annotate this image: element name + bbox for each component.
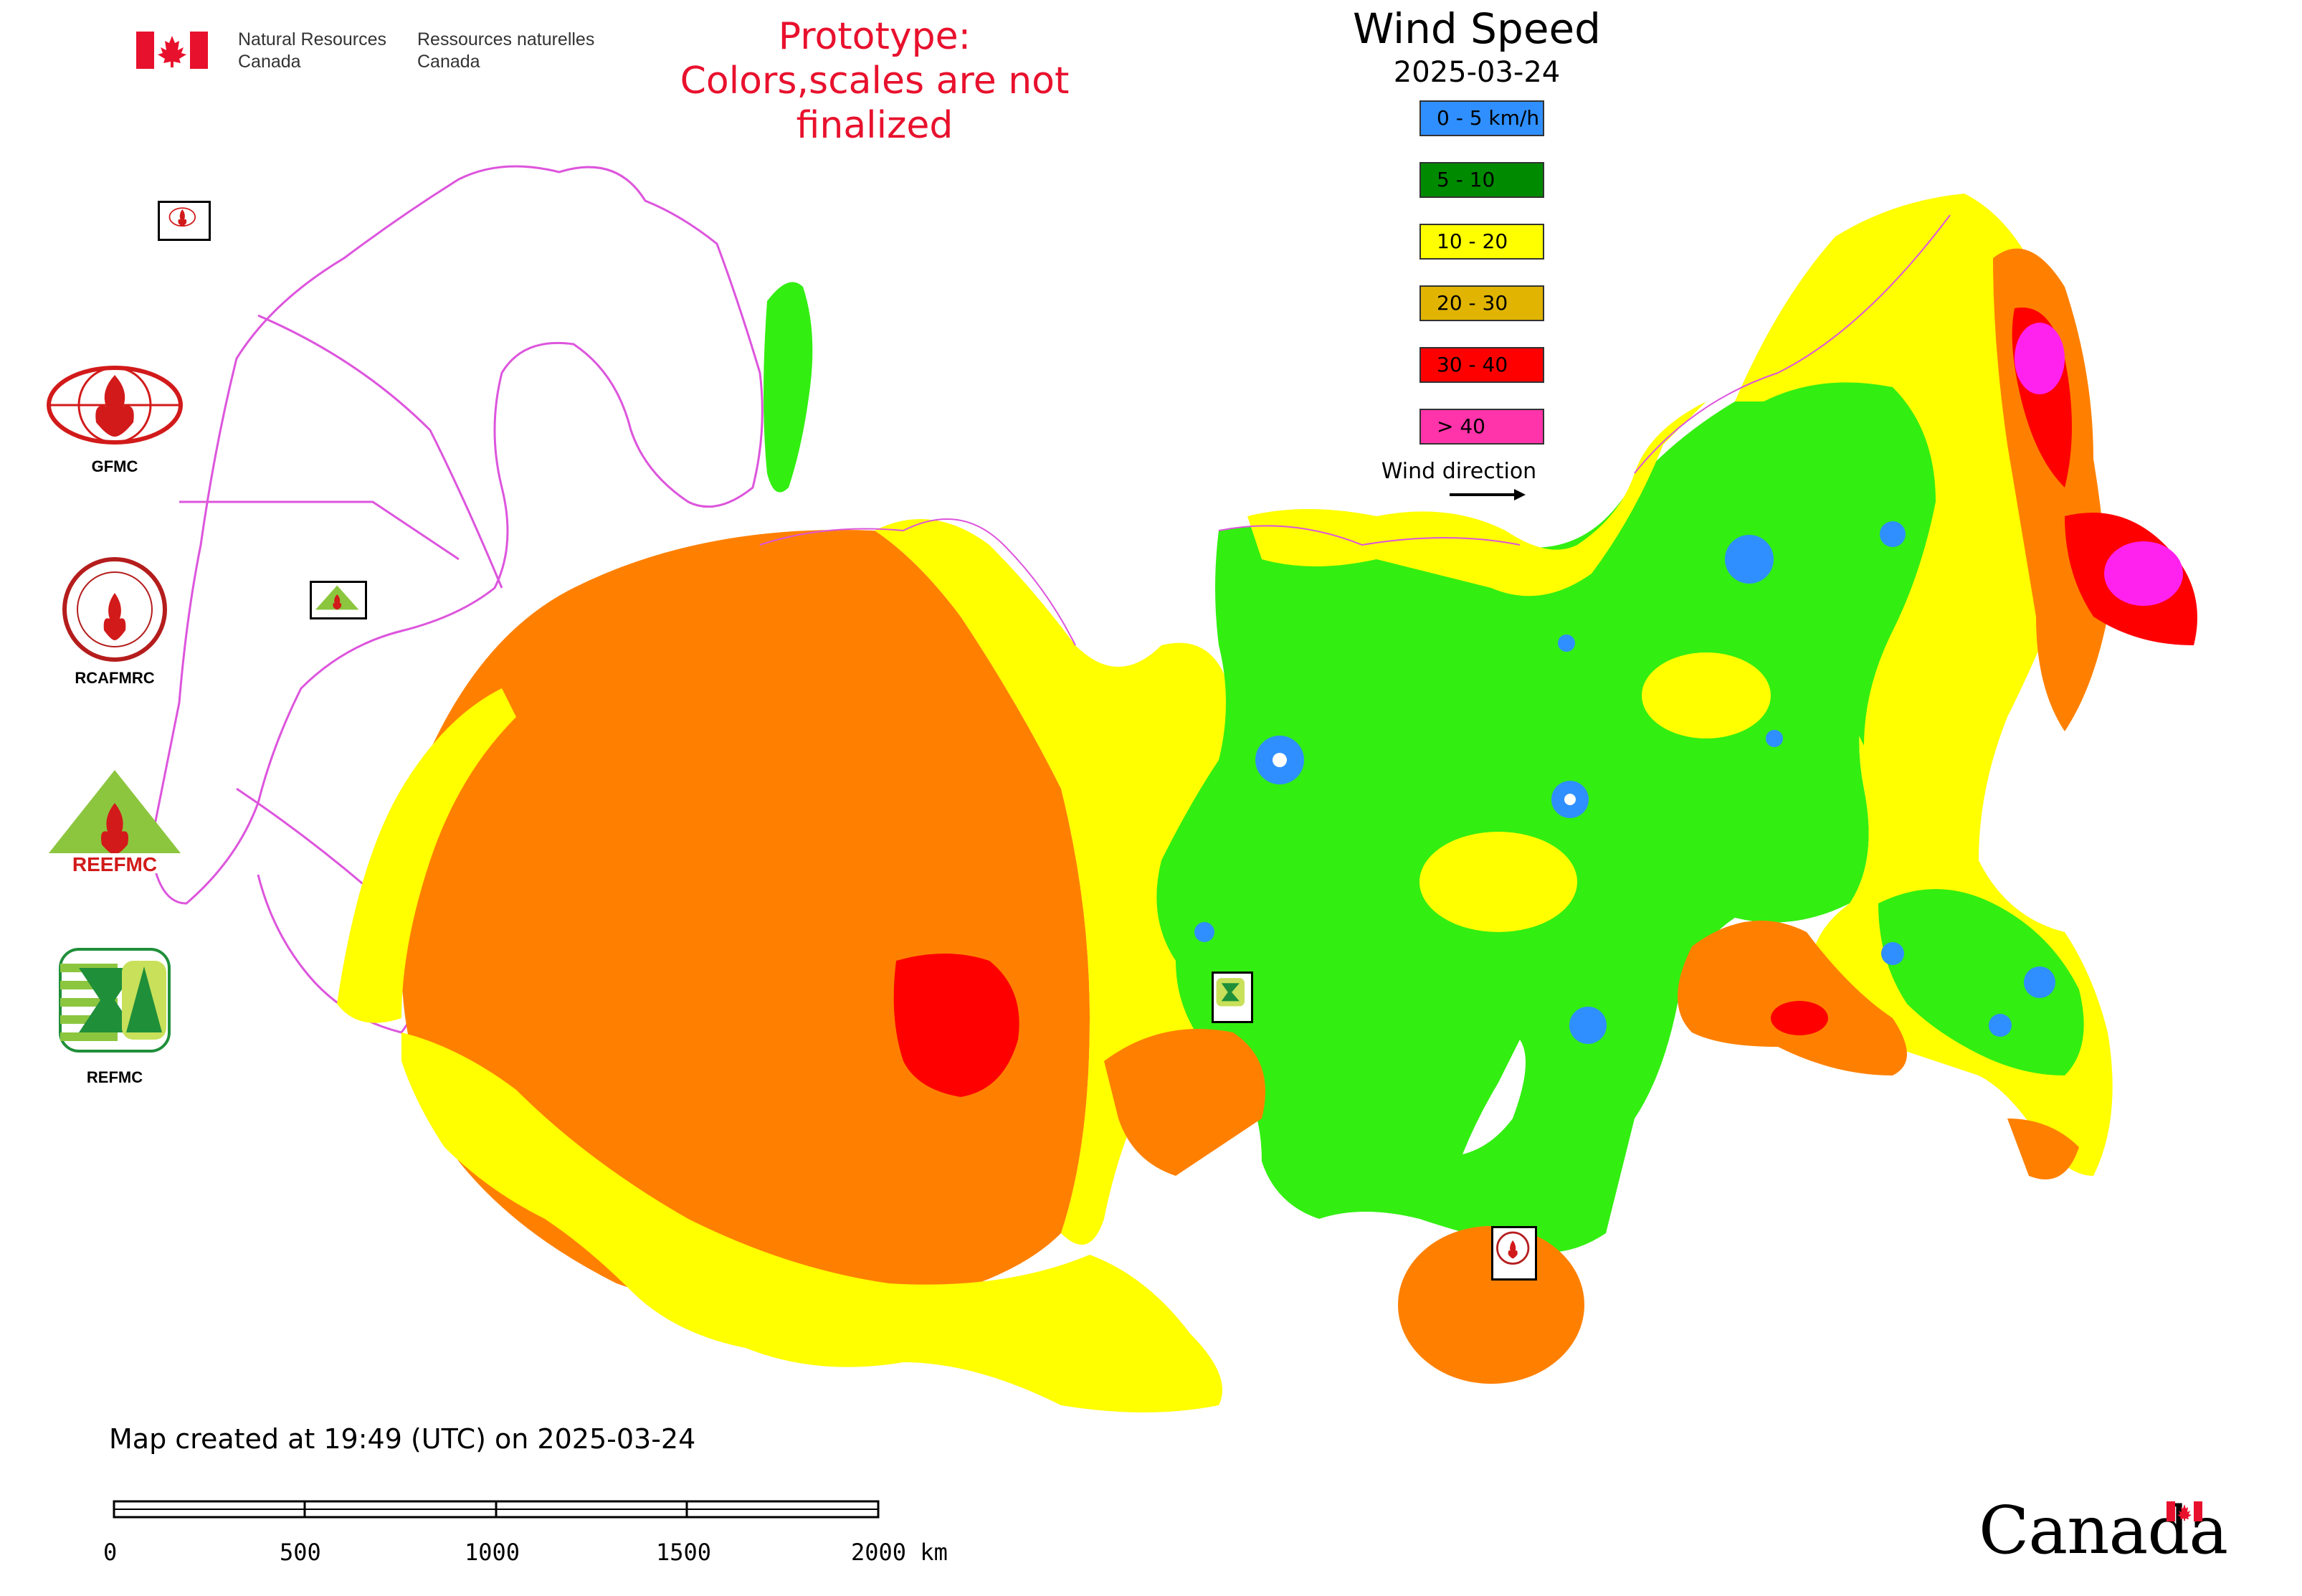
zone-red-kazakhstan [893,954,1019,1097]
marker-reefmc-icon[interactable] [310,581,367,619]
refmc-logo-icon [59,948,171,1053]
scale-tick-2000-km: 2000 km [851,1539,948,1566]
canada-wordmark: Canada [1979,1491,2228,1570]
agency-refmc-label: REFMC [86,1068,143,1086]
svg-text:REEFMC: REEFMC [72,853,157,875]
marker-refmc-sigma-icon [1216,978,1245,1007]
agency-rcafmrc: RCAFMRC [29,556,201,687]
legend-label-10-20: 10 - 20 [1437,229,1508,253]
zone-yellow-island-1 [1419,832,1577,932]
legend-swatch-30-40 [1419,347,1544,383]
zone-orange-altai [1104,1029,1265,1176]
legend-swatch-gt-40 [1419,409,1544,445]
prototype-notice: Prototype: Colors,scales are not finaliz… [680,15,1070,147]
wind-direction-label: Wind direction [1381,459,1537,484]
zone-orange-sakhalin-south [2007,1118,2079,1179]
legend-label-20-30: 20 - 30 [1437,291,1508,315]
gfmc-logo-icon [47,366,183,445]
scale-tick-500: 500 [280,1539,321,1566]
calm-spots-centers [1273,753,1576,805]
nrcan-signature: Natural Resources Canada Ressources natu… [136,29,602,79]
zone-magenta-kamchatka-1 [2015,323,2065,394]
legend-label-gt-40: > 40 [1437,414,1485,438]
rcafmrc-logo-icon [62,557,167,662]
zone-magenta-kamchatka-2 [2104,541,2183,606]
zone-green-primorye [1878,889,2084,1075]
zone-yellow-south [401,1032,1222,1412]
marker-gfmc-flame-icon [168,207,196,227]
agency-refmc: REFMC [29,946,201,1090]
marker-gfmc-icon[interactable] [158,201,211,241]
legend-swatch-10-20 [1419,224,1544,260]
agency-gfmc: GFMC [29,362,201,484]
reefmc-logo-icon: REEFMC [43,770,186,875]
canada-wordmark-text: Canada [1979,1492,2228,1569]
legend-date: 2025-03-24 [1393,56,1561,89]
legend-swatch-5-10 [1419,162,1544,198]
map-created-timestamp: Map created at 19:49 (UTC) on 2025-03-24 [109,1423,696,1455]
marker-refmc-icon[interactable] [1212,972,1253,1023]
zone-yellow-island-2 [1642,652,1771,738]
agency-reefmc: REEFMC [29,767,201,882]
lake-baikal [1462,1040,1526,1154]
legend-swatch-0-5 [1419,100,1544,136]
canada-flag-icon [136,32,208,69]
zone-orange-amur [1678,921,1907,1075]
legend: Wind Speed 2025-03-24 0 - 5 km/h 5 - 10 … [1290,0,1663,516]
legend-label-5-10: 5 - 10 [1437,168,1495,191]
agency-rcafmrc-label: RCAFMRC [75,669,155,687]
scale-tick-1500: 1500 [656,1539,712,1566]
scale-tick-0: 0 [103,1539,118,1566]
marker-rcafmrc-icon[interactable] [1491,1226,1537,1281]
legend-swatch-20-30 [1419,285,1544,321]
zone-green-far-east [1764,382,1936,746]
zone-green-scandinavia [764,282,813,493]
legend-label-0-5: 0 - 5 km/h [1437,106,1540,130]
zone-orange-west [401,530,1090,1314]
scale-bar-graphic [113,1500,880,1519]
zone-orange-mongolia [1398,1226,1584,1384]
north-coastline [759,214,1951,646]
wind-direction-arrow-icon [1450,489,1526,500]
scale-bar: 0 500 1000 1500 2000 km [100,1498,975,1570]
zone-yellow-north [1247,402,1706,597]
department-name-en: Natural Resources Canada [238,29,387,72]
legend-title: Wind Speed [1352,4,1602,53]
marker-rcafmrc-seal-icon [1496,1231,1530,1265]
zone-green-siberia [1156,387,1925,1253]
marker-reefmc-flame-icon [315,585,359,610]
agency-gfmc-label: GFMC [91,457,138,475]
europe-outline [149,165,764,1034]
scale-tick-1000: 1000 [465,1539,520,1566]
zone-red-amur [1771,1001,1828,1035]
canada-wordmark-flag-icon [2167,1501,2202,1521]
department-name-fr: Ressources naturelles Canada [417,29,595,72]
legend-label-30-40: 30 - 40 [1437,353,1508,376]
zone-yellow-west-rim [337,688,516,1023]
